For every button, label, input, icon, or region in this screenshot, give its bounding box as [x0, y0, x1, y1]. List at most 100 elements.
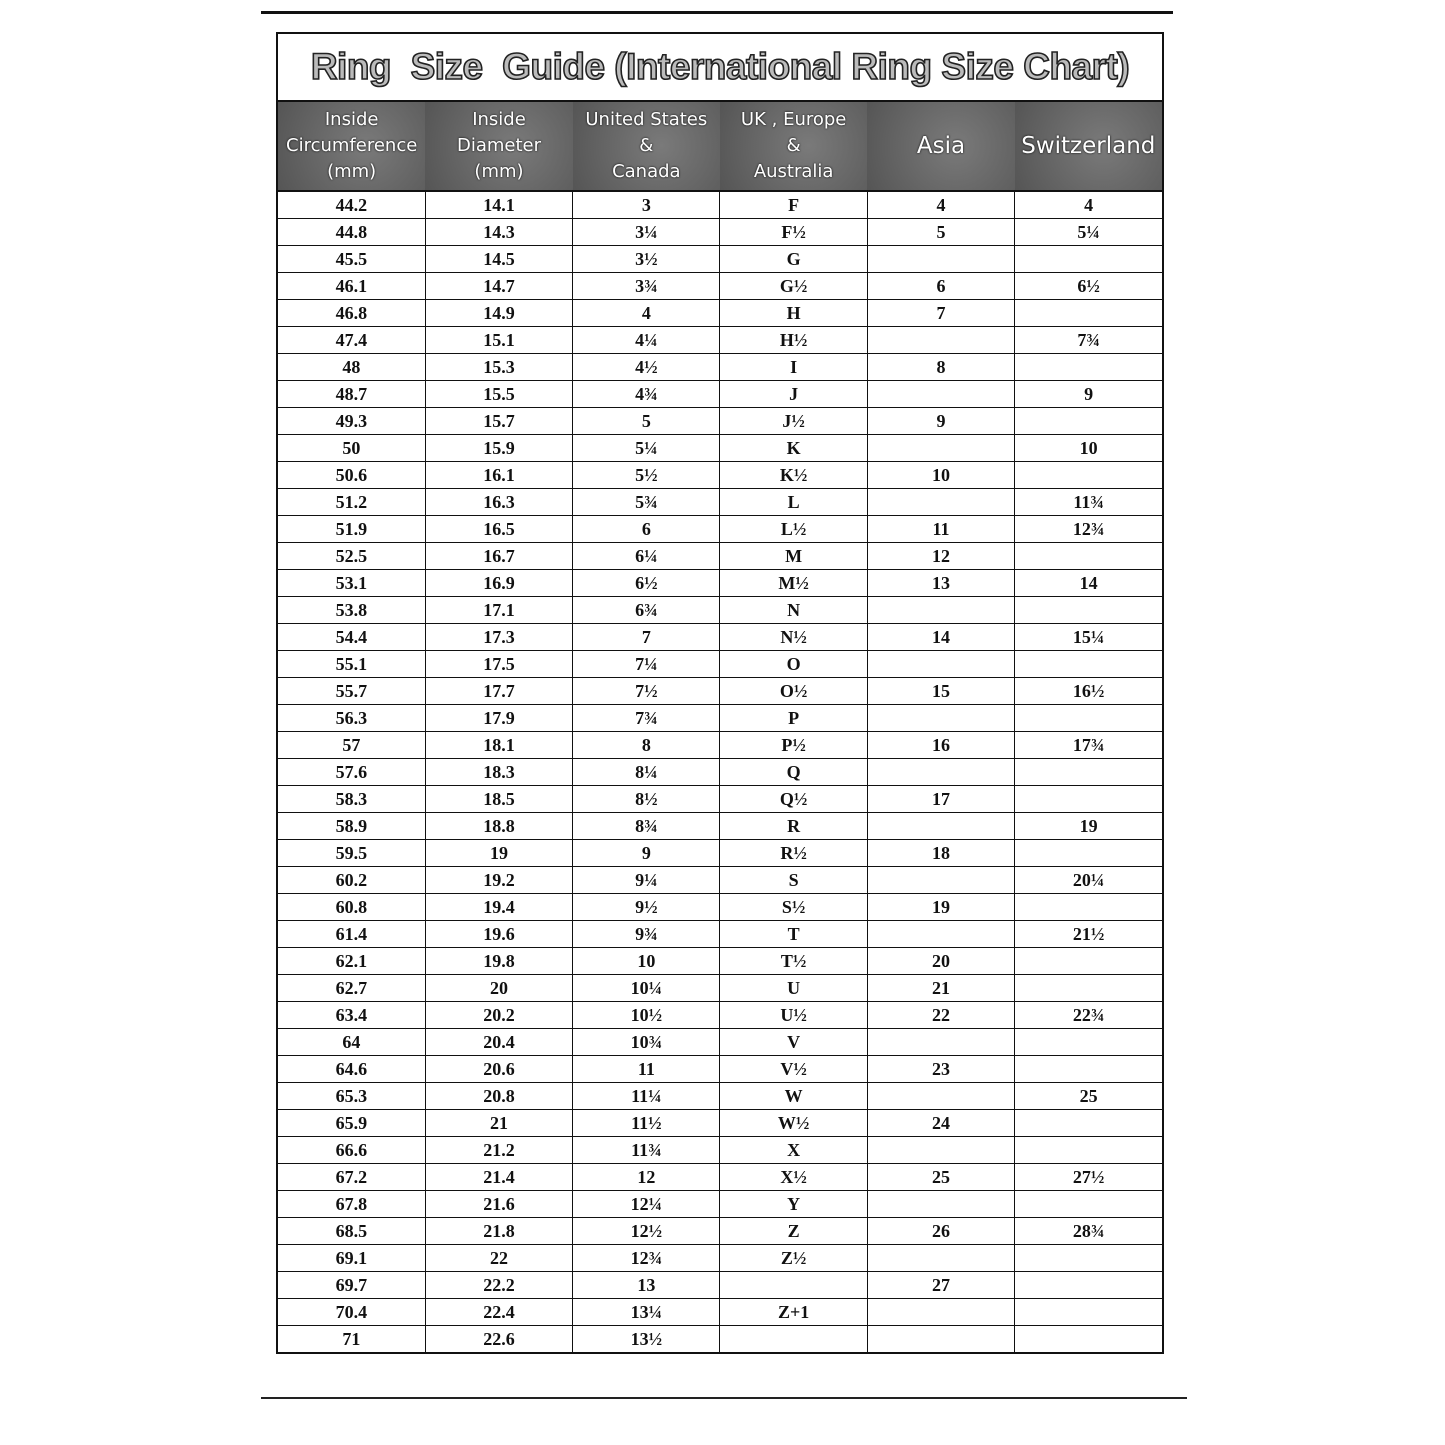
cell-asia: 22 — [866, 1001, 1016, 1029]
cell-circumference: 49.3 — [278, 407, 426, 435]
cell-us-canada: 10¾ — [572, 1028, 721, 1056]
cell-uk-europe-australia: L½ — [719, 515, 868, 543]
table-row: 56.3 17.9 7¾ P — [278, 704, 1162, 732]
table-body: 44.2 14.1 3 F 4 4 44.8 14.3 3¼ F½ 5 5¼ 45.5 14.5 3½ G 46… — [278, 190, 1162, 1352]
cell-circumference: 50.6 — [278, 461, 426, 489]
cell-diameter: 16.5 — [424, 515, 574, 543]
cell-diameter: 20.8 — [424, 1082, 574, 1110]
column-header-line: & — [639, 135, 654, 156]
cell-circumference: 52.5 — [278, 542, 426, 570]
cell-diameter: 15.7 — [424, 407, 574, 435]
top-rule — [261, 11, 1173, 14]
cell-circumference: 67.2 — [278, 1163, 426, 1191]
cell-circumference: 57.6 — [278, 758, 426, 786]
table-row: 54.4 17.3 7 N½ 14 15¼ — [278, 623, 1162, 651]
cell-switzerland: 19 — [1014, 812, 1162, 840]
cell-circumference: 51.2 — [278, 488, 426, 516]
cell-asia — [866, 812, 1016, 840]
cell-uk-europe-australia: G½ — [719, 272, 868, 300]
cell-switzerland — [1014, 1298, 1162, 1326]
cell-switzerland: 17¾ — [1014, 731, 1162, 759]
cell-asia: 7 — [866, 299, 1016, 327]
cell-circumference: 65.9 — [278, 1109, 426, 1137]
table-row: 44.2 14.1 3 F 4 4 — [278, 190, 1162, 219]
cell-uk-europe-australia: I — [719, 353, 868, 381]
cell-switzerland: 28¾ — [1014, 1217, 1162, 1245]
cell-diameter: 16.3 — [424, 488, 574, 516]
cell-uk-europe-australia: K½ — [719, 461, 868, 489]
cell-switzerland — [1014, 758, 1162, 786]
column-header-line: Asia — [916, 133, 966, 159]
cell-asia — [866, 1082, 1016, 1110]
cell-asia — [866, 866, 1016, 894]
cell-us-canada: 12 — [572, 1163, 721, 1191]
cell-diameter: 17.7 — [424, 677, 574, 705]
column-header-us-canada: United States & Canada — [572, 102, 720, 192]
cell-uk-europe-australia: R½ — [719, 839, 868, 867]
cell-asia: 21 — [866, 974, 1016, 1002]
cell-uk-europe-australia: H½ — [719, 326, 868, 354]
cell-uk-europe-australia: M — [719, 542, 868, 570]
cell-uk-europe-australia: O½ — [719, 677, 868, 705]
cell-switzerland — [1014, 1136, 1162, 1164]
cell-uk-europe-australia: U½ — [719, 1001, 868, 1029]
column-header-line: Canada — [612, 161, 681, 182]
cell-switzerland: 9 — [1014, 380, 1162, 408]
cell-uk-europe-australia: U — [719, 974, 868, 1002]
cell-diameter: 15.1 — [424, 326, 574, 354]
cell-us-canada: 13¼ — [572, 1298, 721, 1326]
cell-asia: 15 — [866, 677, 1016, 705]
table-row: 71 22.6 13½ — [278, 1325, 1162, 1352]
cell-us-canada: 3¼ — [572, 218, 721, 246]
cell-switzerland: 14 — [1014, 569, 1162, 597]
table-row: 65.9 21 11½ W½ 24 — [278, 1109, 1162, 1137]
cell-circumference: 44.8 — [278, 218, 426, 246]
cell-switzerland — [1014, 596, 1162, 624]
cell-asia — [866, 1244, 1016, 1272]
cell-switzerland — [1014, 353, 1162, 381]
cell-uk-europe-australia: J½ — [719, 407, 868, 435]
cell-uk-europe-australia: X½ — [719, 1163, 868, 1191]
cell-switzerland — [1014, 839, 1162, 867]
cell-us-canada: 5½ — [572, 461, 721, 489]
table-row: 68.5 21.8 12½ Z 26 28¾ — [278, 1217, 1162, 1245]
cell-asia — [866, 380, 1016, 408]
cell-asia — [866, 1190, 1016, 1218]
cell-switzerland — [1014, 245, 1162, 273]
cell-asia: 26 — [866, 1217, 1016, 1245]
table-row: 58.9 18.8 8¾ R 19 — [278, 812, 1162, 840]
table-row: 60.8 19.4 9½ S½ 19 — [278, 893, 1162, 921]
cell-switzerland: 25 — [1014, 1082, 1162, 1110]
cell-asia — [866, 920, 1016, 948]
cell-circumference: 62.7 — [278, 974, 426, 1002]
cell-asia — [866, 488, 1016, 516]
cell-switzerland — [1014, 1055, 1162, 1083]
cell-diameter: 15.5 — [424, 380, 574, 408]
cell-asia: 14 — [866, 623, 1016, 651]
cell-asia: 11 — [866, 515, 1016, 543]
table-row: 58.3 18.5 8½ Q½ 17 — [278, 785, 1162, 813]
table-row: 51.9 16.5 6 L½ 11 12¾ — [278, 515, 1162, 543]
table-row: 48.7 15.5 4¾ J 9 — [278, 380, 1162, 408]
cell-circumference: 48 — [278, 353, 426, 381]
cell-switzerland — [1014, 704, 1162, 732]
cell-us-canada: 7¾ — [572, 704, 721, 732]
cell-asia — [866, 434, 1016, 462]
cell-us-canada: 5 — [572, 407, 721, 435]
cell-switzerland: 27½ — [1014, 1163, 1162, 1191]
table-row: 53.8 17.1 6¾ N — [278, 596, 1162, 624]
cell-diameter: 16.7 — [424, 542, 574, 570]
column-header-line: (mm) — [474, 161, 524, 182]
cell-asia — [866, 596, 1016, 624]
cell-us-canada: 13 — [572, 1271, 721, 1299]
cell-diameter: 17.3 — [424, 623, 574, 651]
cell-us-canada: 11 — [572, 1055, 721, 1083]
cell-diameter: 16.9 — [424, 569, 574, 597]
cell-switzerland — [1014, 1271, 1162, 1299]
cell-circumference: 60.2 — [278, 866, 426, 894]
cell-circumference: 67.8 — [278, 1190, 426, 1218]
cell-switzerland: 21½ — [1014, 920, 1162, 948]
cell-asia: 25 — [866, 1163, 1016, 1191]
cell-us-canada: 8¾ — [572, 812, 721, 840]
cell-uk-europe-australia: P — [719, 704, 868, 732]
